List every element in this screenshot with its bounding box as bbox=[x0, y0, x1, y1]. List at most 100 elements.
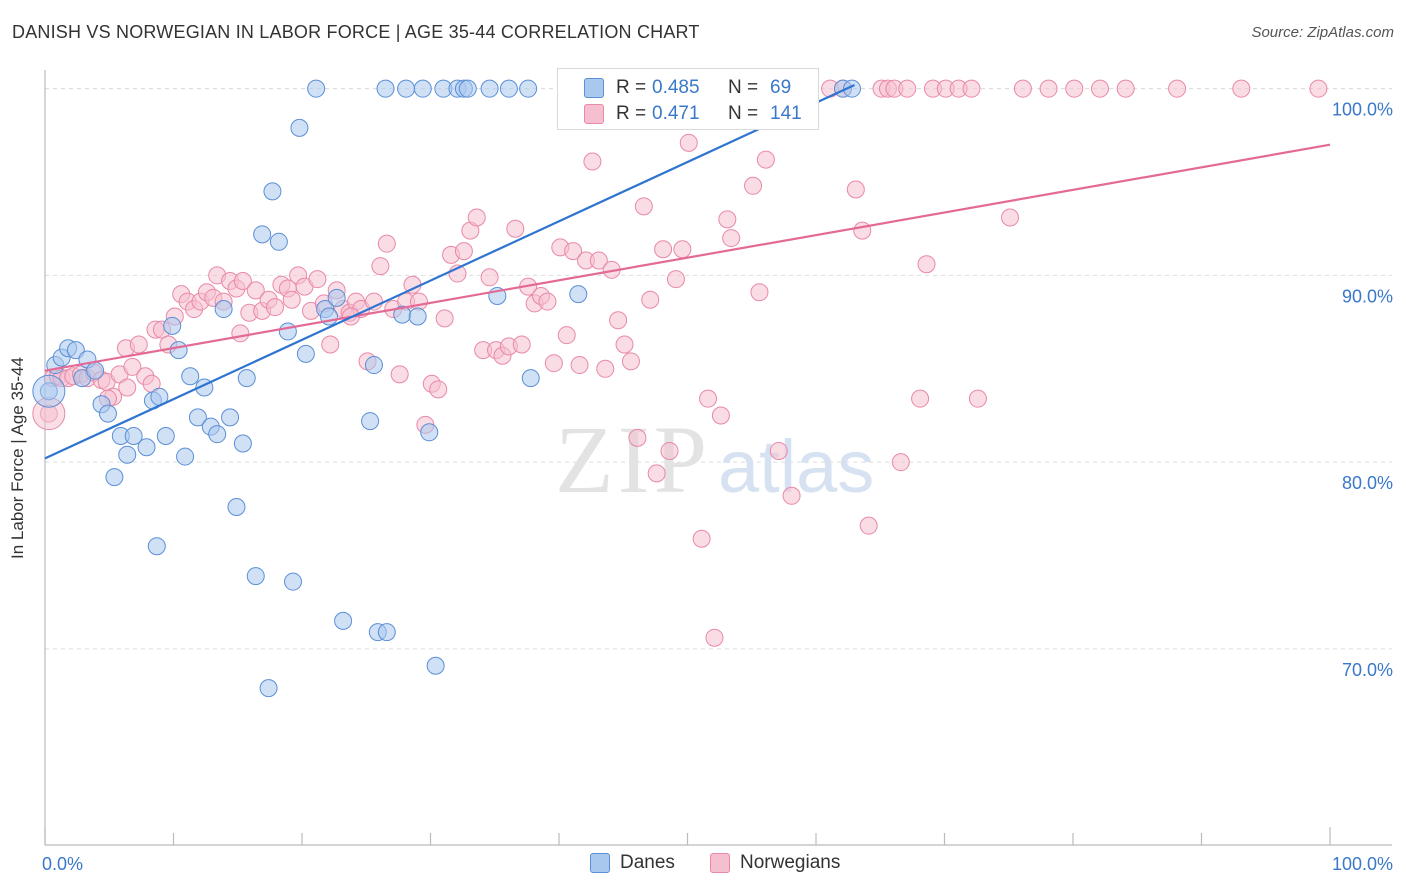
norwegians-point bbox=[467, 208, 486, 227]
danes-point bbox=[137, 438, 156, 457]
norwegians-point bbox=[846, 180, 865, 199]
danes-point bbox=[147, 537, 166, 556]
norwegians-n-label: N = bbox=[728, 103, 759, 124]
norwegians-point bbox=[962, 79, 981, 98]
norwegians-point bbox=[129, 335, 148, 354]
norwegians-point bbox=[1065, 79, 1084, 98]
trend-lines bbox=[44, 83, 1331, 460]
danes-point bbox=[290, 118, 309, 137]
y-tick-label: 100.0% bbox=[1332, 100, 1393, 120]
norwegians-point bbox=[246, 281, 265, 300]
norwegians-point bbox=[538, 292, 557, 311]
norwegians-point bbox=[409, 292, 428, 311]
danes-point bbox=[181, 367, 200, 386]
norwegians-point bbox=[660, 441, 679, 460]
danes-point bbox=[176, 447, 195, 466]
norwegians-point bbox=[480, 268, 499, 287]
norwegians-point bbox=[570, 356, 589, 375]
x-tick-label-min: 0.0% bbox=[42, 854, 83, 874]
danes-point bbox=[364, 356, 383, 375]
danes-point bbox=[842, 79, 861, 98]
danes-point bbox=[237, 369, 256, 388]
norwegians-point bbox=[891, 453, 910, 472]
danes-trend-line bbox=[44, 83, 856, 460]
norwegians-point bbox=[390, 365, 409, 384]
norwegians-point bbox=[744, 176, 763, 195]
danes-point bbox=[327, 288, 346, 307]
norwegians-point bbox=[711, 406, 730, 425]
danes-point bbox=[480, 79, 499, 98]
danes-point bbox=[413, 79, 432, 98]
norwegians-point bbox=[679, 133, 698, 152]
norwegians-point bbox=[756, 150, 775, 169]
danes-n-label: N = bbox=[728, 77, 759, 98]
danes-point bbox=[259, 679, 278, 698]
danes-point bbox=[307, 79, 326, 98]
norwegians-point bbox=[564, 242, 583, 261]
norwegians-point bbox=[911, 389, 930, 408]
stats-row-norwegians: R = 0.471 N = 141 bbox=[558, 100, 818, 128]
norwegians-point bbox=[692, 529, 711, 548]
norwegians-point bbox=[769, 441, 788, 460]
watermark: ZIP atlas bbox=[555, 406, 874, 513]
y-tick-label: 70.0% bbox=[1342, 660, 1393, 680]
norwegians-point bbox=[609, 311, 628, 330]
danes-point bbox=[246, 567, 265, 586]
danes-point bbox=[377, 623, 396, 642]
danes-point bbox=[569, 285, 588, 304]
danes-point bbox=[458, 79, 477, 98]
legend-danes-label: Danes bbox=[620, 852, 675, 873]
danes-r-value: 0.485 bbox=[652, 77, 700, 98]
danes-point bbox=[334, 611, 353, 630]
danes-point bbox=[519, 79, 538, 98]
stats-legend: R = 0.485 N = 69 R = 0.471 N = 141 bbox=[557, 68, 819, 130]
danes-point bbox=[521, 369, 540, 388]
danes-r-label: R = bbox=[616, 77, 647, 98]
norwegians-point bbox=[454, 242, 473, 261]
norwegians-point bbox=[1309, 79, 1328, 98]
danes-point bbox=[499, 79, 518, 98]
norwegians-point bbox=[308, 270, 327, 289]
danes-point bbox=[214, 300, 233, 319]
norwegians-point bbox=[1116, 79, 1135, 98]
norwegians-point bbox=[1232, 79, 1251, 98]
norwegians-point bbox=[647, 464, 666, 483]
danes-n-value: 69 bbox=[770, 77, 792, 98]
danes-points bbox=[32, 79, 861, 698]
y-tick-label: 90.0% bbox=[1342, 286, 1393, 306]
norwegians-point bbox=[705, 628, 724, 647]
norwegians-point bbox=[615, 335, 634, 354]
norwegians-point bbox=[666, 270, 685, 289]
danes-point bbox=[156, 427, 175, 446]
danes-cluster-point bbox=[32, 374, 66, 408]
source-credit: Source: ZipAtlas.com bbox=[1251, 24, 1394, 41]
norwegians-point bbox=[544, 354, 563, 373]
norwegians-point bbox=[1001, 208, 1020, 227]
danes-point bbox=[233, 434, 252, 453]
danes-point bbox=[221, 408, 240, 427]
norwegians-point bbox=[435, 309, 454, 328]
danes-point bbox=[426, 656, 445, 675]
gridlines bbox=[45, 88, 1392, 650]
danes-point bbox=[124, 427, 143, 446]
danes-point bbox=[397, 79, 416, 98]
danes-swatch bbox=[584, 78, 604, 98]
norwegians-point bbox=[371, 257, 390, 276]
danes-point bbox=[269, 232, 288, 251]
norwegians-swatch bbox=[584, 104, 604, 124]
legend-item-norwegians[interactable]: Norwegians bbox=[710, 852, 840, 874]
danes-point bbox=[376, 79, 395, 98]
danes-point bbox=[188, 408, 207, 427]
norwegians-point bbox=[123, 357, 142, 376]
danes-point bbox=[408, 307, 427, 326]
norwegians-point bbox=[654, 240, 673, 259]
danes-point bbox=[208, 425, 227, 444]
danes-point bbox=[86, 361, 105, 380]
norwegians-point bbox=[512, 335, 531, 354]
norwegians-point bbox=[596, 359, 615, 378]
norwegians-point bbox=[1013, 79, 1032, 98]
legend-item-danes[interactable]: Danes bbox=[590, 852, 675, 874]
norwegians-point bbox=[853, 221, 872, 240]
norwegians-point bbox=[750, 283, 769, 302]
norwegians-point bbox=[589, 251, 608, 270]
